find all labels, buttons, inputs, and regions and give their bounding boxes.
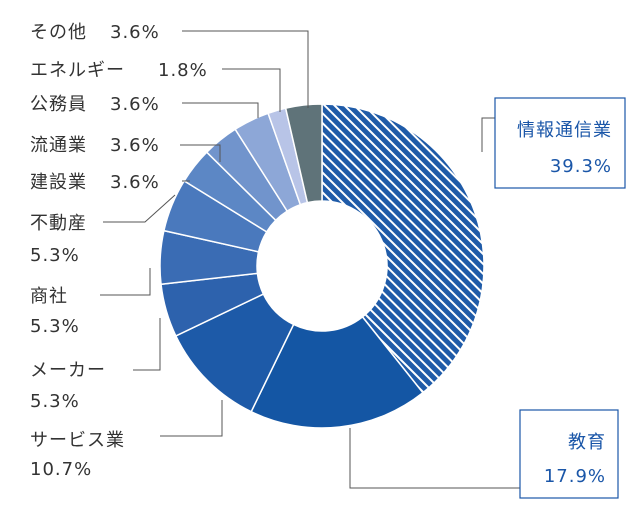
leader-line-5 bbox=[100, 268, 151, 296]
category-label-2: 教育 bbox=[568, 432, 606, 453]
labels-group: 情報通信業 39.3% 教育 17.9% サービス業 10.7% メーカー 5.3% 商社 5.3… bbox=[30, 22, 612, 487]
category-label-6: 不動産 bbox=[30, 213, 87, 234]
leader-line-11 bbox=[182, 30, 309, 108]
value-label-11: 3.6% bbox=[110, 22, 160, 43]
value-label-6: 5.3% bbox=[30, 245, 80, 266]
value-label-9: 3.6% bbox=[110, 94, 160, 115]
leader-line-9 bbox=[182, 102, 259, 118]
slice-1 bbox=[321, 103, 485, 394]
highlight-box-2 bbox=[519, 409, 619, 499]
leader-line-6 bbox=[103, 194, 176, 223]
value-label-3: 10.7% bbox=[30, 459, 92, 480]
highlight-box-1 bbox=[494, 97, 626, 189]
leader-line-10 bbox=[222, 68, 281, 112]
value-label-10: 1.8% bbox=[158, 60, 208, 81]
value-label-7: 3.6% bbox=[110, 172, 160, 193]
leader-lines bbox=[100, 30, 626, 499]
category-label-5: 商社 bbox=[30, 286, 68, 307]
category-label-8: 流通業 bbox=[30, 135, 87, 156]
category-label-3: サービス業 bbox=[30, 430, 125, 451]
value-label-1: 39.3% bbox=[550, 156, 612, 177]
category-label-9: 公務員 bbox=[30, 94, 87, 115]
value-label-5: 5.3% bbox=[30, 316, 80, 337]
category-label-11: その他 bbox=[30, 22, 87, 43]
value-label-4: 5.3% bbox=[30, 391, 80, 412]
leader-line-8 bbox=[180, 144, 221, 162]
category-label-1: 情報通信業 bbox=[517, 120, 612, 141]
leader-line-3 bbox=[160, 400, 223, 437]
category-label-7: 建設業 bbox=[30, 172, 87, 193]
value-label-2: 17.9% bbox=[544, 466, 606, 487]
leader-line-1 bbox=[481, 117, 495, 152]
value-label-8: 3.6% bbox=[110, 135, 160, 156]
leader-line-4 bbox=[133, 318, 161, 371]
leader-line-2 bbox=[349, 428, 520, 489]
slice-2 bbox=[250, 315, 424, 429]
category-label-4: メーカー bbox=[30, 360, 106, 381]
slices-group bbox=[159, 103, 485, 429]
category-label-10: エネルギー bbox=[30, 60, 125, 81]
slice-11 bbox=[284, 103, 323, 204]
